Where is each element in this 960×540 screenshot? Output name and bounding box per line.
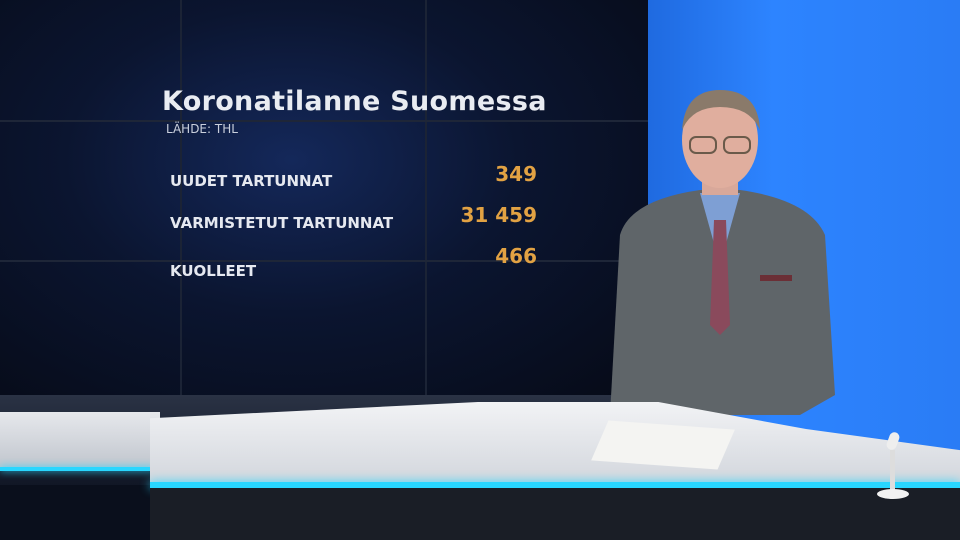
graphic-source: LÄHDE: THL [166, 122, 238, 136]
stat-label: UUDET TARTUNNAT [170, 172, 333, 190]
wall-seam [180, 0, 182, 400]
stat-value: 466 [495, 244, 537, 268]
stat-label: KUOLLEET [170, 262, 257, 280]
news-anchor [610, 90, 835, 444]
stat-value: 31 459 [460, 203, 537, 227]
stat-label: VARMISTETUT TARTUNNAT [170, 214, 394, 232]
wall-seam [425, 0, 427, 400]
desk-light-strip [150, 482, 960, 488]
microphone-icon [877, 432, 909, 499]
studio-video-wall: Koronatilanne Suomessa LÄHDE: THL UUDET … [0, 0, 648, 400]
desk-front [150, 488, 960, 540]
desk-light-strip [0, 467, 155, 471]
side-desk [0, 412, 160, 470]
wall-seam [0, 260, 648, 262]
wall-seam [0, 120, 648, 122]
graphic-title: Koronatilanne Suomessa [162, 86, 547, 117]
stat-value: 349 [495, 162, 537, 186]
